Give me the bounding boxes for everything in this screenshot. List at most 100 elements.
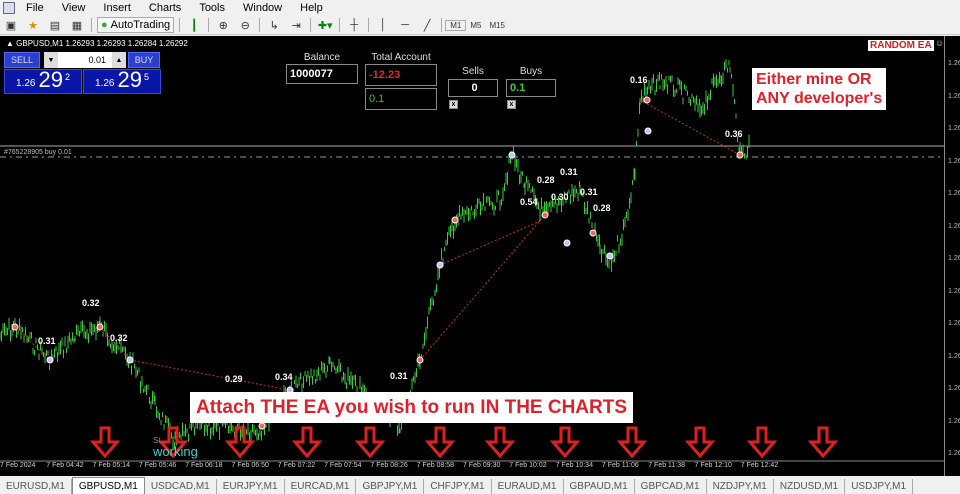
note-right: Either mine OR ANY developer's — [752, 68, 887, 110]
tab-usdcad-m1[interactable]: USDCAD,M1 — [145, 479, 217, 494]
indicators-icon[interactable]: ✚▾ — [317, 19, 333, 32]
autotrading-label: AutoTrading — [110, 19, 171, 31]
smiley-icon: ☺ — [935, 38, 945, 48]
down-arrow-icon — [89, 426, 121, 459]
menu-window[interactable]: Window — [243, 2, 283, 14]
navigator-icon[interactable]: ▦ — [71, 19, 83, 32]
trade-marker — [541, 211, 549, 219]
down-arrow-icon — [157, 426, 189, 459]
trade-marker — [258, 422, 266, 430]
trade-profit-label: 0.31 — [580, 187, 598, 197]
close-buys-button[interactable]: x — [507, 100, 516, 109]
time-label: 7 Feb 08:26 — [370, 462, 408, 469]
menu-help[interactable]: Help — [300, 2, 323, 14]
tab-nzdusd-m1[interactable]: NZDUSD,M1 — [774, 479, 846, 494]
price-axis[interactable]: 1.26 1.26 1.26 1.26 1.26 1.26 1.26 1.26 1.26 1.26… — [944, 36, 960, 476]
timeframe-m1[interactable]: M1 — [445, 19, 467, 31]
trade-profit-label: 0.32 — [82, 298, 100, 308]
lot-decrease-icon[interactable]: ▼ — [44, 52, 58, 68]
tab-gbpusd-m1[interactable]: GBPUSD,M1 — [71, 477, 145, 494]
separator — [179, 18, 181, 32]
new-chart-icon[interactable]: ▣ — [5, 19, 17, 32]
trade-profit-label: 0.34 — [275, 372, 293, 382]
price-tick: 1.26 — [948, 60, 960, 67]
buy-price[interactable]: 1.26 29 5 — [83, 69, 161, 94]
separator — [208, 18, 210, 32]
zoom-out-icon[interactable]: ⊖ — [240, 19, 250, 32]
menu-file[interactable]: File — [26, 2, 44, 14]
chart-shift-icon[interactable]: ⇥ — [291, 19, 301, 32]
sell-price[interactable]: 1.26 29 2 — [4, 69, 82, 94]
down-arrow-icon — [424, 426, 456, 459]
close-sells-button[interactable]: x — [449, 100, 458, 109]
price-tick: 1.26 — [948, 157, 960, 165]
time-label: 7 Feb 11:06 — [601, 462, 639, 469]
time-label: 7 Feb 05:14 — [92, 462, 130, 469]
price-tick: 1.26 — [948, 190, 960, 197]
autotrading-button[interactable]: ● AutoTrading — [97, 17, 175, 33]
menu-tools[interactable]: Tools — [199, 2, 225, 14]
tab-nzdjpy-m1[interactable]: NZDJPY,M1 — [707, 479, 774, 494]
tab-gbpjpy-m1[interactable]: GBPJPY,M1 — [356, 479, 425, 494]
tab-chfjpy-m1[interactable]: CHFJPY,M1 — [424, 479, 492, 494]
trade-profit-label: 0.36 — [725, 129, 743, 139]
tab-usdjpy-m1[interactable]: USDJPY,M1 — [845, 479, 914, 494]
horizontal-line-icon[interactable]: ─ — [401, 19, 410, 31]
time-label: 7 Feb 06:50 — [231, 462, 269, 469]
chart-tabs: EURUSD,M1 GBPUSD,M1 USDCAD,M1 EURJPY,M1 EURC… — [0, 477, 960, 494]
vertical-line-icon[interactable]: │ — [379, 19, 387, 31]
time-label: 7 Feb 08:58 — [416, 462, 455, 469]
menu-view[interactable]: View — [61, 2, 86, 14]
toolbar: ▣ ★ ▤ ▦ ● AutoTrading ┃ ⊕ ⊖ ↳ ⇥ ✚▾ ┼ │ ─ … — [0, 16, 960, 35]
sells-label: Sells — [462, 66, 484, 77]
trade-connector — [14, 326, 51, 361]
lot-input[interactable]: ▼ 0.01 ▲ — [44, 52, 126, 68]
trade-marker — [46, 356, 54, 364]
time-label: 7 Feb 07:54 — [324, 462, 362, 469]
candles-icon[interactable]: ┃ — [190, 19, 198, 32]
auto-scroll-icon[interactable]: ↳ — [269, 19, 279, 32]
time-label: 7 Feb 10:02 — [509, 462, 547, 469]
menu-insert[interactable]: Insert — [103, 2, 131, 14]
tab-eurcad-m1[interactable]: EURCAD,M1 — [285, 479, 357, 494]
tab-eurusd-m1[interactable]: EURUSD,M1 — [0, 479, 72, 494]
lot-increase-icon[interactable]: ▲ — [112, 52, 126, 68]
one-click-trading-panel: SELL ▼ 0.01 ▲ BUY 1.26 29 2 1.26 29 5 — [4, 52, 161, 94]
tab-gbpcad-m1[interactable]: GBPCAD,M1 — [635, 479, 707, 494]
trade-marker — [11, 323, 19, 331]
autotrading-icon: ● — [101, 19, 108, 31]
note-right-line2: ANY developer's — [756, 90, 883, 107]
price-tick: 1.26 — [948, 417, 960, 425]
timeframe-m5[interactable]: M5 — [470, 20, 482, 30]
trendline-icon[interactable]: ╱ — [423, 19, 431, 32]
buy-button[interactable]: BUY — [128, 52, 160, 68]
profiles-icon[interactable]: ★ — [28, 19, 38, 32]
time-label: 7 Feb 10:34 — [555, 462, 593, 469]
crosshair-icon[interactable]: ┼ — [350, 19, 359, 31]
timeframe-m15[interactable]: M15 — [489, 20, 505, 30]
trade-marker — [451, 216, 459, 224]
separator — [310, 18, 312, 32]
sell-price-small: 1.26 — [16, 78, 36, 89]
tab-euraud-m1[interactable]: EURAUD,M1 — [492, 479, 564, 494]
price-chart[interactable]: 0.32 0.31 0.32 0.29 0.34 0.31 0.54 0.28 0.31 0.30… — [0, 36, 960, 476]
down-arrow-icon — [224, 426, 256, 459]
note-right-line1: Either mine OR — [756, 71, 872, 88]
zoom-in-icon[interactable]: ⊕ — [218, 19, 228, 32]
tab-eurjpy-m1[interactable]: EURJPY,M1 — [217, 479, 285, 494]
trade-profit-label: 0.31 — [390, 371, 408, 381]
sells-value: 0 — [448, 79, 498, 97]
market-watch-icon[interactable]: ▤ — [49, 19, 61, 32]
trade-profit-label: 0.28 — [593, 203, 611, 213]
price-tick: 1.26 — [948, 320, 960, 327]
time-label: 7 Feb 04:42 — [46, 462, 84, 469]
status-small: St... — [153, 436, 168, 445]
trade-profit-label: 0.30 — [551, 192, 569, 202]
note-bottom: Attach THE EA you wish to run IN THE CHA… — [190, 392, 634, 423]
price-tick: 1.26 — [948, 352, 960, 360]
sell-button[interactable]: SELL — [4, 52, 40, 68]
tab-gbpaud-m1[interactable]: GBPAUD,M1 — [564, 479, 635, 494]
order-line-label: #765228905 buy 0.01 — [4, 149, 72, 156]
menu-charts[interactable]: Charts — [148, 2, 182, 14]
price-tick: 1.26 — [948, 287, 960, 295]
